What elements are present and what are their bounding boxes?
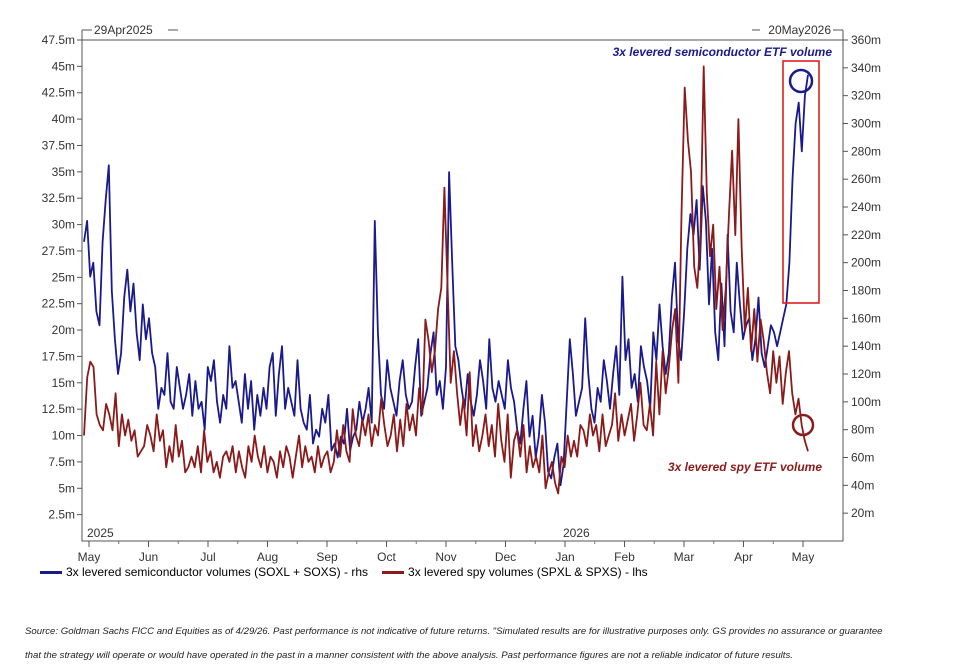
x-tick-label: Jun [139, 550, 158, 564]
right-tick-label: 120m [851, 367, 881, 381]
left-tick-label: 42.5m [42, 86, 75, 100]
year-label: 2025 [87, 526, 114, 540]
left-tick-label: 30m [52, 218, 75, 232]
right-tick-label: 40m [851, 478, 874, 492]
left-tick-label: 12.5m [42, 402, 75, 416]
left-tick-label: 25m [52, 270, 75, 284]
start-date-label: 29Apr2025 [94, 23, 153, 37]
right-tick-label: 300m [851, 117, 881, 131]
x-tick-label: Apr [734, 550, 753, 564]
right-tick-label: 280m [851, 144, 881, 158]
x-tick-label: Jan [555, 550, 574, 564]
highlight-box [782, 60, 820, 304]
left-tick-label: 35m [52, 165, 75, 179]
legend-item-spy: 3x levered spy volumes (SPXL & SPXS) - l… [382, 565, 648, 579]
legend-label-semi: 3x levered semiconductor volumes (SOXL +… [66, 565, 369, 579]
semi-end-circle [788, 68, 814, 94]
left-tick-label: 27.5m [42, 244, 75, 258]
right-tick-label: 360m [851, 33, 881, 47]
end-date-label: 20May2026 [768, 23, 831, 37]
right-tick-label: 340m [851, 61, 881, 75]
x-tick-label: Sep [316, 550, 338, 564]
x-tick-label: Dec [495, 550, 516, 564]
right-tick-label: 60m [851, 451, 874, 465]
legend-swatch-semi [40, 570, 62, 574]
x-tick-label: May [78, 550, 101, 564]
spy-end-circle [791, 413, 815, 437]
left-tick-label: 32.5m [42, 191, 75, 205]
footer-source-line: Source: Goldman Sachs FICC and Equities … [25, 626, 883, 637]
x-tick-label: Jul [200, 550, 215, 564]
right-tick-label: 100m [851, 395, 881, 409]
x-tick-label: Feb [614, 550, 635, 564]
x-tick-label: May [792, 550, 815, 564]
x-tick-label: Aug [257, 550, 278, 564]
x-tick-label: Oct [377, 550, 396, 564]
legend-label-spy: 3x levered spy volumes (SPXL & SPXS) - l… [408, 565, 648, 579]
legend-item-semi: 3x levered semiconductor volumes (SOXL +… [40, 565, 368, 579]
right-tick-label: 80m [851, 423, 874, 437]
right-tick-label: 20m [851, 506, 874, 520]
right-tick-label: 180m [851, 284, 881, 298]
left-tick-label: 47.5m [42, 33, 75, 47]
series-line-spy [83, 65, 809, 495]
series-layer [83, 65, 809, 495]
left-tick-label: 7.5m [48, 455, 75, 469]
left-tick-label: 5m [58, 481, 75, 495]
right-tick-label: 320m [851, 89, 881, 103]
series-line-semiconductor [83, 74, 809, 487]
axes: 2.5m 5m 7.5m 10m 12.5m 15m 17.5m 20m 22.5m 25m 27.… [42, 23, 881, 564]
left-tick-label: 20m [52, 323, 75, 337]
semi-annotation-label: 3x levered semiconductor ETF volume [613, 45, 833, 59]
left-tick-label: 37.5m [42, 138, 75, 152]
left-tick-label: 2.5m [48, 508, 75, 522]
right-tick-label: 260m [851, 172, 881, 186]
right-tick-label: 220m [851, 228, 881, 242]
chart-canvas: 2.5m 5m 7.5m 10m 12.5m 15m 17.5m 20m 22.5m 25m 27.… [42, 23, 881, 564]
left-tick-label: 45m [52, 59, 75, 73]
right-tick-label: 140m [851, 339, 881, 353]
left-tick-label: 10m [52, 429, 75, 443]
annotations: 3x levered semiconductor ETF volume 3x le… [613, 45, 833, 474]
footer-disclaimer-line: that the strategy will operate or would … [25, 650, 793, 661]
x-tick-label: Mar [674, 550, 695, 564]
year-label: 2026 [563, 526, 590, 540]
left-tick-label: 17.5m [42, 349, 75, 363]
right-tick-label: 160m [851, 311, 881, 325]
right-tick-label: 240m [851, 200, 881, 214]
x-tick-label: Nov [435, 550, 456, 564]
left-tick-label: 22.5m [42, 297, 75, 311]
left-tick-label: 15m [52, 376, 75, 390]
spy-annotation-label: 3x levered spy ETF volume [668, 460, 822, 474]
legend: 3x levered semiconductor volumes (SOXL +… [40, 565, 662, 579]
legend-swatch-spy [382, 570, 405, 574]
left-tick-label: 40m [52, 112, 75, 126]
right-tick-label: 200m [851, 256, 881, 270]
